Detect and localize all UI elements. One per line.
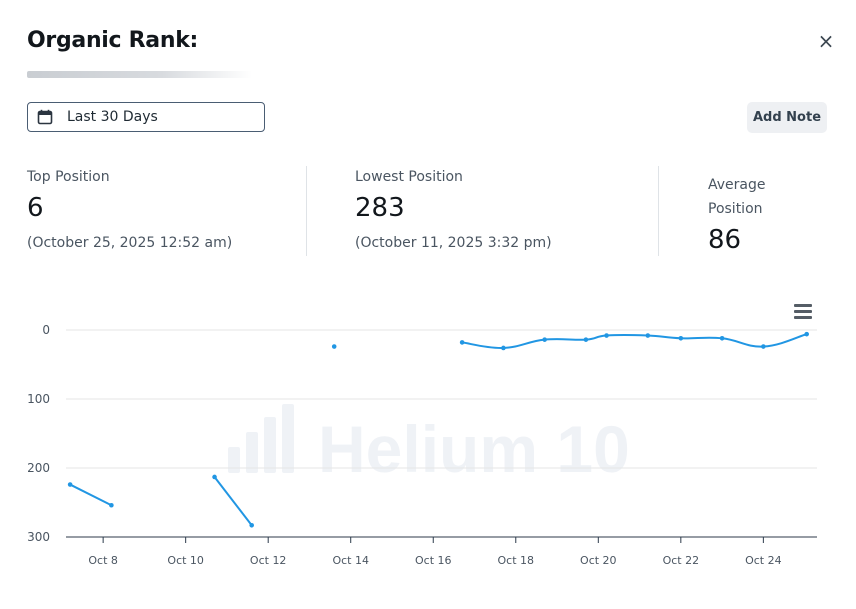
data-point[interactable] — [678, 335, 684, 341]
lowest-position-value: 283 — [355, 193, 405, 223]
x-tick-label: Oct 18 — [498, 554, 535, 567]
data-point[interactable] — [542, 337, 547, 342]
page-title: Organic Rank: — [27, 28, 199, 53]
x-tick-label: Oct 8 — [88, 554, 118, 567]
data-point[interactable] — [501, 345, 506, 351]
lowest-position-label: Lowest Position — [355, 169, 463, 185]
chart-menu-icon[interactable] — [794, 304, 812, 320]
data-point[interactable] — [67, 482, 73, 487]
top-position-label: Top Position — [27, 169, 110, 185]
x-tick-label: Oct 12 — [250, 554, 287, 567]
close-icon[interactable]: × — [817, 29, 835, 53]
watermark-text: Helium 10 — [318, 412, 630, 486]
rank-chart: Helium 10 0 100 200 300 Oct 8 Oct 10 Oct 12 Oc… — [27, 323, 817, 567]
x-tick-label: Oct 22 — [663, 554, 700, 567]
x-tick-label: Oct 14 — [332, 554, 369, 567]
data-point[interactable] — [212, 474, 217, 480]
date-range-label: Last 30 Days — [67, 109, 158, 125]
lowest-position-date: (October 11, 2025 3:32 pm) — [355, 235, 552, 251]
series-line — [461, 333, 807, 349]
data-point[interactable] — [583, 337, 589, 342]
stats-divider — [306, 166, 307, 256]
y-tick-label: 300 — [27, 530, 50, 544]
data-point[interactable] — [459, 340, 465, 345]
y-tick-label: 200 — [27, 461, 50, 475]
x-tick-label: Oct 20 — [580, 554, 617, 567]
helium10-watermark: Helium 10 — [228, 404, 630, 486]
top-position-value: 6 — [27, 193, 44, 223]
top-position-date: (October 25, 2025 12:52 am) — [27, 235, 233, 251]
average-position-value: 86 — [708, 225, 742, 255]
data-point[interactable] — [804, 331, 809, 337]
y-tick-label: 100 — [27, 392, 50, 406]
data-point[interactable] — [645, 333, 651, 338]
x-tick-label: Oct 24 — [745, 554, 782, 567]
data-point[interactable] — [331, 344, 337, 349]
x-tick-label: Oct 10 — [167, 554, 204, 567]
data-point[interactable] — [719, 335, 725, 341]
average-position-label-line2: Position — [708, 201, 763, 217]
average-position-label-line1: Average — [708, 177, 766, 193]
data-point[interactable] — [109, 502, 114, 508]
stats-divider — [658, 166, 659, 256]
calendar-icon — [37, 109, 53, 125]
data-point[interactable] — [249, 522, 254, 528]
x-tick-label: Oct 16 — [415, 554, 452, 567]
title-placeholder-bar — [27, 71, 252, 78]
series-line — [69, 483, 112, 507]
data-point[interactable] — [761, 344, 766, 349]
date-range-picker[interactable]: Last 30 Days — [27, 102, 265, 132]
series-line — [213, 476, 253, 526]
data-point[interactable] — [604, 333, 609, 338]
add-note-button[interactable]: Add Note — [747, 102, 827, 133]
y-tick-label: 0 — [42, 323, 50, 337]
